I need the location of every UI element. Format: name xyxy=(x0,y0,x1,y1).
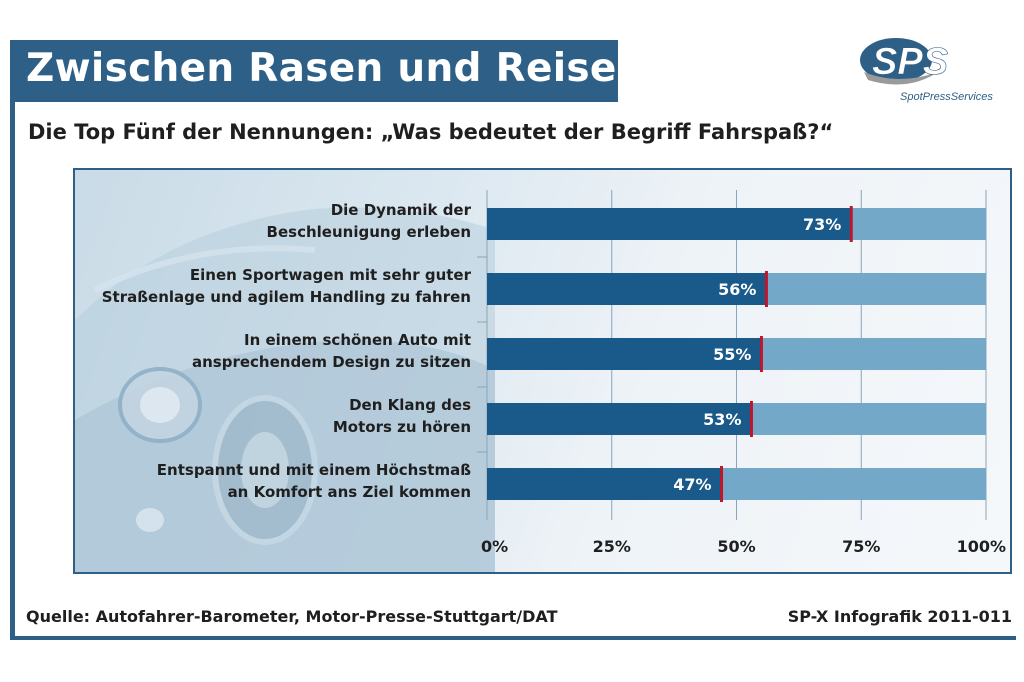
bar xyxy=(487,338,762,370)
car-background-image xyxy=(75,207,495,572)
data-label: 55% xyxy=(713,345,751,364)
data-label: 47% xyxy=(673,475,711,494)
logo-swoosh-icon xyxy=(860,38,932,82)
category-label: Straßenlage und agilem Handling zu fahre… xyxy=(102,288,471,306)
category-label: Motors zu hören xyxy=(333,418,471,436)
category-label: ansprechendem Design zu sitzen xyxy=(192,353,471,371)
bar xyxy=(487,468,722,500)
category-label: Entspannt und mit einem Höchstmaß xyxy=(157,461,471,479)
title-band xyxy=(10,40,618,102)
infographic-code: SP-X Infografik 2011-011 xyxy=(787,607,1012,626)
bar xyxy=(487,273,767,305)
bar-marker xyxy=(720,466,724,502)
bar xyxy=(487,208,852,240)
bar-layer: 73% 56% 55% 53% 47% xyxy=(487,206,986,502)
bar-marker xyxy=(759,336,763,372)
tick-label-layer: 0% 25% 50% 75% 100% xyxy=(481,537,1006,556)
bar-chart: 73% 56% 55% 53% 47% Die Dynamik der Beschleun… xyxy=(102,190,1006,556)
data-label: 56% xyxy=(718,280,756,299)
chart-subtitle: Die Top Fünf der Nennungen: „Was bedeute… xyxy=(28,120,834,144)
frame-left-border xyxy=(10,40,15,640)
bar xyxy=(487,403,752,435)
category-label: an Komfort ans Ziel kommen xyxy=(228,483,471,501)
x-tick-label: 100% xyxy=(957,537,1006,556)
logo-swoosh-grey-icon xyxy=(864,72,938,85)
x-tick-label: 25% xyxy=(593,537,631,556)
source-note: Quelle: Autofahrer-Barometer, Motor-Pres… xyxy=(26,607,558,626)
bar-marker xyxy=(764,271,768,307)
logo-mark: SPS xyxy=(872,41,948,83)
data-label: 53% xyxy=(703,410,741,429)
category-label: Beschleunigung erleben xyxy=(267,223,471,241)
bar-marker xyxy=(749,401,753,437)
category-label: Den Klang des xyxy=(349,396,471,414)
category-label: In einem schönen Auto mit xyxy=(244,331,471,349)
data-label: 73% xyxy=(803,215,841,234)
category-label-layer: Die Dynamik der Beschleunigung erleben Ein… xyxy=(102,201,472,501)
x-tick-label: 50% xyxy=(717,537,755,556)
x-tick-label: 75% xyxy=(842,537,880,556)
x-tick-label: 0% xyxy=(481,537,508,556)
sps-logo: SPS SpotPressServices xyxy=(860,38,993,103)
bar-marker xyxy=(849,206,853,242)
category-label: Die Dynamik der xyxy=(331,201,472,219)
page-title: Zwischen Rasen und Reisen xyxy=(26,46,645,91)
logo-tagline: SpotPressServices xyxy=(900,91,993,103)
frame-bottom-border xyxy=(10,636,1016,640)
category-label: Einen Sportwagen mit sehr guter xyxy=(190,266,472,284)
